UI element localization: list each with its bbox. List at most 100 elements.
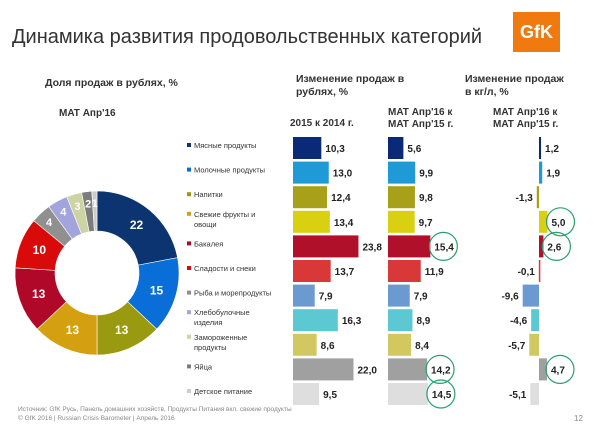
kg-change-header-line: Изменение продаж [465,73,564,85]
bar [388,235,431,258]
legend-label: Напитки [194,190,223,199]
legend-label: продукты [194,343,227,352]
bar-value-label: -4,6 [510,316,528,327]
legend-label: овощи [194,220,217,229]
bar [293,210,330,233]
legend-swatch [187,241,191,246]
footer-copyright: © GfK 2016 | Russian Crisis Barometer | … [18,415,175,422]
bar-value-label: 11,9 [425,267,444,278]
donut-label: 2 [85,199,91,211]
legend-label: Свежие фрукты и [194,210,255,219]
legend-label: Замороженные [194,333,247,342]
bar [388,284,410,307]
bar [293,235,359,258]
donut-slice [91,190,98,232]
legend-label: Рыба и морепродукты [194,289,271,298]
bar [293,137,322,159]
legend-label: Сладости и снеки [194,264,256,273]
bar-value-label: 4,7 [551,365,565,376]
donut-label: 13 [66,323,80,337]
bar [539,161,543,184]
legend-swatch [187,290,191,295]
col3-header-line: MAT Апр'16 к [493,107,558,118]
share-header: Доля продаж в рублях, % [45,77,178,89]
bar-value-label: 15,4 [434,242,454,253]
bar [388,260,421,282]
bar [293,333,317,356]
legend-swatch [187,364,191,369]
bar-value-label: 22,0 [358,365,378,376]
rub-change-header: Изменение продаж в рублях, % [296,73,404,99]
bar [388,186,415,209]
bar-value-label: 1,2 [545,144,559,155]
legend-swatch [187,167,191,172]
kg-change-header-line: в кг/л, % [465,86,509,98]
legend-swatch [187,334,191,339]
col1-header: 2015 к 2014 г. [290,118,354,129]
bar [522,284,539,307]
bar [388,137,404,159]
bar-value-label: 2,6 [547,242,561,253]
highlight-circle [428,231,458,261]
donut-label: 13 [32,287,46,301]
bar-value-label: 5,6 [407,144,421,155]
bar [293,260,331,282]
bar-value-label: 7,9 [319,292,333,303]
bar [388,358,428,381]
legend-label: Бакалея [194,239,223,248]
bar-value-label: 23,8 [362,242,382,253]
highlight-circle [426,379,456,409]
col2-header-line: MAT Апр'15 г. [388,119,454,130]
legend-swatch [187,143,191,147]
bar-value-label: -9,6 [501,292,519,303]
legend-label: Молочные продукты [194,166,265,175]
bar-value-label: 14,5 [432,390,452,401]
bar-value-label: 13,7 [335,267,355,278]
donut-label: 1 [92,198,98,210]
legend-label: изделия [194,318,222,327]
col3-header-line: MAT Апр'15 г. [493,119,559,130]
bar-value-label: 1,9 [546,169,560,180]
bar [388,383,428,405]
bar [293,309,338,332]
col2-header: MAT Апр'16 к MAT Апр'15 г. [388,107,453,131]
donut-slice [96,190,178,266]
legend-swatch [187,192,191,197]
bar-value-label: 8,4 [415,341,429,352]
bar [293,186,328,209]
bar [388,210,415,233]
bar-value-label: -5,7 [508,341,526,352]
share-period: MAT Апр'16 [59,108,116,119]
donut-label: 4 [46,217,53,229]
bar-value-label: 12,4 [331,193,351,204]
bar-value-label: 5,0 [552,218,566,229]
bar-value-label: 8,6 [321,341,335,352]
legend-swatch [187,211,191,216]
highlight-circle [425,354,455,384]
bar [388,309,413,332]
donut-label: 10 [33,243,47,257]
rub-change-header-line: рублях, % [296,86,349,98]
bar [293,383,320,405]
bar [293,284,315,307]
bar-value-label: 7,9 [414,292,428,303]
bar-value-label: 9,8 [419,193,433,204]
bar [539,235,544,258]
page-number: 12 [574,414,583,423]
bar-value-label: 9,7 [419,218,433,229]
bar-value-label: 13,4 [334,218,354,229]
donut-label: 13 [115,323,129,337]
donut-label: 15 [150,283,164,297]
bar-value-label: 10,3 [325,144,345,155]
highlight-circle [541,231,572,261]
bar [293,161,329,184]
rub-change-header-line: Изменение продаж в [296,73,405,85]
legend-label: Хлебобулочные [194,308,250,317]
bar-value-label: 9,9 [419,169,433,180]
bar [538,260,541,282]
bar-value-label: 9,5 [323,390,337,401]
highlight-circle [545,354,575,384]
legend-swatch [187,389,191,393]
bar-value-label: -1,3 [516,193,534,204]
